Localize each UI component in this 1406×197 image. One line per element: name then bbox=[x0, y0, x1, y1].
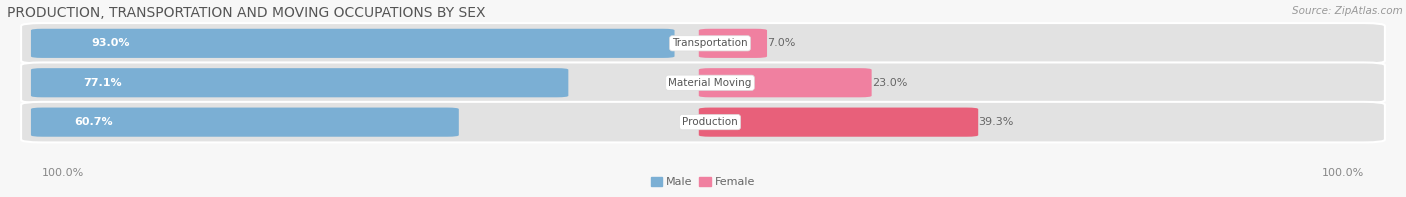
Text: 100.0%: 100.0% bbox=[42, 168, 84, 178]
Text: Source: ZipAtlas.com: Source: ZipAtlas.com bbox=[1292, 6, 1403, 16]
FancyBboxPatch shape bbox=[31, 108, 458, 137]
Text: Material Moving: Material Moving bbox=[668, 78, 752, 88]
FancyBboxPatch shape bbox=[21, 102, 1385, 142]
Text: Transportation: Transportation bbox=[672, 38, 748, 48]
Text: 77.1%: 77.1% bbox=[83, 78, 122, 88]
Text: 39.3%: 39.3% bbox=[979, 117, 1014, 127]
Text: 100.0%: 100.0% bbox=[1322, 168, 1364, 178]
FancyBboxPatch shape bbox=[21, 23, 1385, 64]
FancyBboxPatch shape bbox=[699, 108, 979, 137]
FancyBboxPatch shape bbox=[31, 29, 675, 58]
Text: 7.0%: 7.0% bbox=[768, 38, 796, 48]
FancyBboxPatch shape bbox=[699, 68, 872, 97]
FancyBboxPatch shape bbox=[31, 68, 568, 97]
Text: PRODUCTION, TRANSPORTATION AND MOVING OCCUPATIONS BY SEX: PRODUCTION, TRANSPORTATION AND MOVING OC… bbox=[7, 6, 485, 20]
FancyBboxPatch shape bbox=[699, 29, 768, 58]
Text: 93.0%: 93.0% bbox=[91, 38, 131, 48]
FancyBboxPatch shape bbox=[21, 62, 1385, 103]
Text: 23.0%: 23.0% bbox=[872, 78, 907, 88]
Text: Production: Production bbox=[682, 117, 738, 127]
Legend: Male, Female: Male, Female bbox=[647, 172, 759, 191]
Text: 60.7%: 60.7% bbox=[75, 117, 114, 127]
